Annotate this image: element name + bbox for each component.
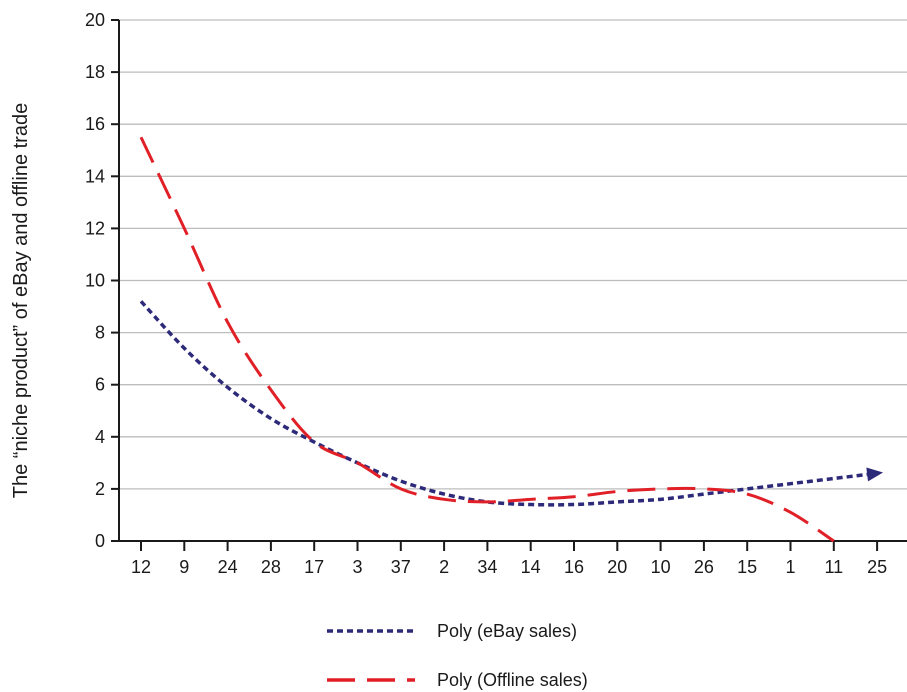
y-tick-label: 10 [85,271,105,291]
y-tick-label: 2 [95,479,105,499]
y-tick-label: 0 [95,531,105,551]
y-tick-label: 20 [85,10,105,30]
y-axis-ticks: 0 2 4 6 8 10 12 14 16 18 20 [85,10,119,551]
x-tick-label: 34 [477,557,497,577]
x-tick-label: 1 [785,557,795,577]
x-tick-label: 12 [131,557,151,577]
y-tick-label: 12 [85,218,105,238]
legend-label-ebay: Poly (eBay sales) [437,621,577,641]
x-tick-label: 10 [651,557,671,577]
y-tick-label: 16 [85,114,105,134]
y-tick-label: 18 [85,62,105,82]
series-line-offline [139,136,835,543]
x-tick-label: 26 [694,557,714,577]
y-tick-label: 4 [95,427,105,447]
y-tick-label: 6 [95,375,105,395]
x-tick-label: 37 [391,557,411,577]
x-axis-ticks: 12 9 24 28 17 3 37 2 34 14 16 20 10 26 15 1 11 25 [131,541,887,577]
x-tick-label: 2 [439,557,449,577]
legend-label-offline: Poly (Offline sales) [437,670,588,690]
x-tick-label: 3 [352,557,362,577]
series-line-ebay [139,300,878,507]
series-arrowhead [866,467,884,482]
series-lines [139,136,884,543]
y-tick-label: 14 [85,166,105,186]
x-tick-label: 25 [867,557,887,577]
x-tick-label: 16 [564,557,584,577]
x-tick-label: 20 [607,557,627,577]
x-tick-label: 28 [261,557,281,577]
x-tick-label: 17 [304,557,324,577]
x-tick-label: 24 [218,557,238,577]
x-tick-label: 14 [521,557,541,577]
y-axis-title: The “niche product” of eBay and offline … [10,103,32,498]
legend: Poly (eBay sales) Poly (Offline sales) [327,621,588,690]
x-tick-label: 15 [737,557,757,577]
y-tick-label: 8 [95,323,105,343]
x-tick-label: 9 [179,557,189,577]
x-tick-label: 11 [824,557,843,577]
gridlines [119,19,907,490]
